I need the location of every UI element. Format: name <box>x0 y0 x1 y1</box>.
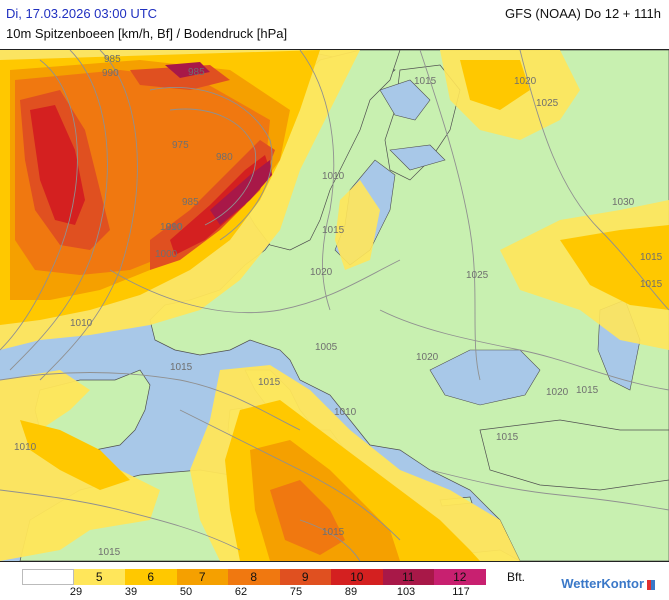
svg-text:975: 975 <box>172 140 189 151</box>
svg-text:1015: 1015 <box>170 362 193 373</box>
legend-cell-bft5: 5 <box>73 569 125 585</box>
legend-cell-bft9: 9 <box>279 569 331 585</box>
svg-text:1015: 1015 <box>322 527 345 538</box>
legend-cell-bft12: 12 <box>434 569 486 585</box>
svg-text:1010: 1010 <box>322 171 345 182</box>
legend-cell-bft10: 10 <box>331 569 383 585</box>
legend-kmh-label: 39 <box>124 586 138 598</box>
svg-text:1005: 1005 <box>315 342 338 353</box>
svg-text:1015: 1015 <box>576 385 599 396</box>
model-run: GFS (NOAA) Do 12 + 111h <box>505 6 661 21</box>
svg-text:1015: 1015 <box>414 76 437 87</box>
svg-text:1015: 1015 <box>98 547 121 558</box>
weather-map[interactable]: 985 990 985 975 980 985 990 1000 1010 10… <box>0 49 669 562</box>
svg-text:1020: 1020 <box>310 267 333 278</box>
svg-text:1010: 1010 <box>160 222 183 233</box>
brand-name: WetterKontor <box>561 576 644 591</box>
legend-unit: Bft. <box>507 570 526 584</box>
legend-kmh-label: 29 <box>69 586 83 598</box>
valid-time: Di, 17.03.2026 03:00 UTC <box>6 6 158 21</box>
legend-kmh-label: 117 <box>452 586 470 598</box>
map-parameter-title: 10m Spitzenboeen [km/h, Bf] / Bodendruck… <box>6 26 288 41</box>
svg-text:1025: 1025 <box>466 270 489 281</box>
svg-text:1020: 1020 <box>416 352 439 363</box>
legend-kmh-label: 89 <box>344 586 358 598</box>
svg-text:985: 985 <box>188 67 205 78</box>
svg-text:1015: 1015 <box>640 252 663 263</box>
svg-text:1015: 1015 <box>640 279 663 290</box>
svg-text:1020: 1020 <box>514 76 537 87</box>
svg-text:1015: 1015 <box>322 225 345 236</box>
svg-text:990: 990 <box>102 68 119 79</box>
legend-cell-bft7: 7 <box>176 569 228 585</box>
legend-kmh-label: 103 <box>396 586 416 598</box>
svg-text:1025: 1025 <box>536 98 559 109</box>
svg-text:1015: 1015 <box>258 377 281 388</box>
svg-text:985: 985 <box>182 197 199 208</box>
svg-text:980: 980 <box>216 152 233 163</box>
svg-text:990: 990 <box>166 222 183 233</box>
legend-cell-bft6: 6 <box>125 569 177 585</box>
svg-text:985: 985 <box>104 54 121 65</box>
gust-fields <box>0 50 669 561</box>
isobar-labels: 985 990 985 975 980 985 990 1000 1010 10… <box>14 54 663 558</box>
svg-text:1010: 1010 <box>70 318 93 329</box>
svg-text:1020: 1020 <box>546 387 569 398</box>
legend-kmh-label: 62 <box>234 586 248 598</box>
svg-text:1000: 1000 <box>155 249 178 260</box>
svg-text:1010: 1010 <box>334 407 357 418</box>
gust-legend: 5 6 7 8 9 10 11 12 <box>22 569 486 585</box>
legend-kmh-label: 75 <box>289 586 303 598</box>
svg-text:1030: 1030 <box>612 197 635 208</box>
legend-cell-bft8: 8 <box>228 569 280 585</box>
flag-icon <box>647 579 655 590</box>
svg-text:1010: 1010 <box>14 442 37 453</box>
svg-text:1015: 1015 <box>496 432 519 443</box>
legend-cell-calm <box>22 569 74 585</box>
legend-kmh-label: 50 <box>179 586 193 598</box>
legend-cell-bft11: 11 <box>382 569 434 585</box>
isobars <box>0 50 669 561</box>
wetterkontor-logo[interactable]: WetterKontor <box>561 576 655 591</box>
